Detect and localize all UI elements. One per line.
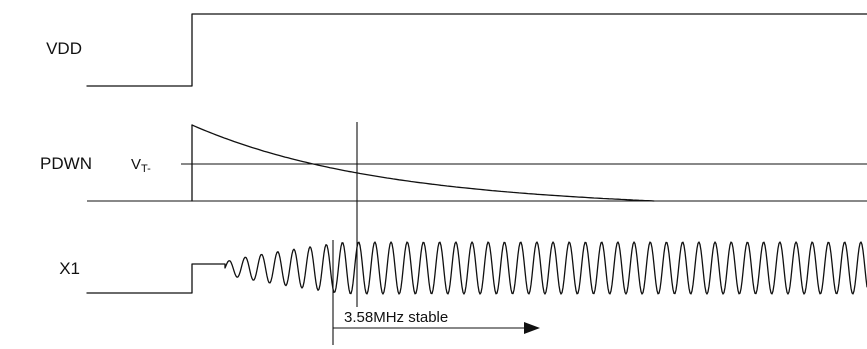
- threshold-sub: T-: [141, 163, 151, 175]
- stable-arrow-head: [524, 322, 540, 334]
- x1-waveform: [86, 241, 867, 295]
- threshold-main: V: [131, 156, 141, 173]
- pdwn-label: PDWN: [40, 154, 92, 173]
- vdd-label: VDD: [46, 39, 82, 58]
- stable-annotation: 3.58MHz stable: [344, 309, 448, 326]
- vdd-waveform: [86, 13, 867, 87]
- x1-label: X1: [59, 259, 80, 278]
- pdwn-decay-curve: [191, 124, 655, 202]
- threshold-label: VT-: [131, 156, 151, 175]
